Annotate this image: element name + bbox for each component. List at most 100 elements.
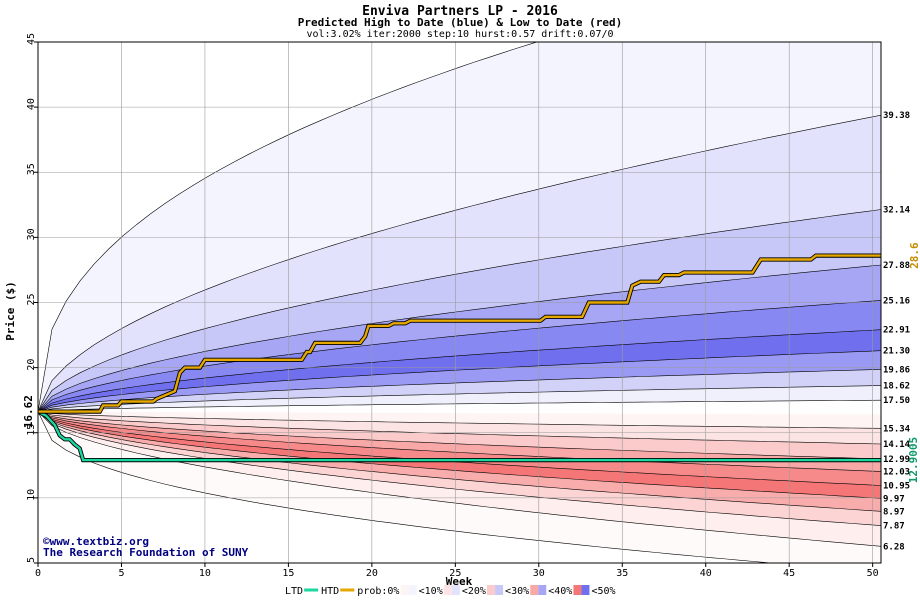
legend: LTD HTD prob:0% <10% <20% <30% <40% <50%	[285, 585, 616, 597]
band-boundary-12	[38, 411, 881, 460]
y-tick-label-45: 45	[26, 33, 37, 45]
x-tick-label-5: 5	[118, 568, 124, 579]
band-lower-1	[38, 411, 881, 444]
ltd-line	[38, 410, 881, 462]
band-boundary-13	[38, 411, 881, 472]
legend-swatch-blue-4	[581, 585, 590, 595]
band-lower-0	[38, 411, 881, 429]
y-tick-label-30: 30	[26, 228, 37, 240]
watermark-line2: The Research Foundation of SUNY	[43, 546, 249, 559]
band-end-label-17: 6.28	[883, 542, 905, 552]
band-lower-outer	[38, 411, 881, 563]
x-tick-label-20: 20	[366, 568, 378, 579]
legend-swatch-red-2	[487, 585, 496, 595]
band-boundary-1	[38, 114, 881, 412]
band-end-label-10: 14.14	[883, 440, 911, 450]
band-end-label-2: 27.88	[883, 261, 910, 271]
x-tick-label-50: 50	[867, 568, 879, 579]
band-upper-6	[38, 350, 881, 412]
x-tick-label-0: 0	[35, 568, 41, 579]
legend-ltd-label: LTD	[285, 586, 303, 597]
band-boundary-19	[38, 411, 775, 563]
band-upper-2	[38, 209, 881, 412]
y-tick-label-5: 5	[26, 557, 37, 563]
band-lower-6	[38, 411, 881, 512]
legend-htd-label: HTD	[321, 586, 339, 597]
band-boundary-3	[38, 264, 881, 412]
chart-subtitle: Predicted High to Date (blue) & Low to D…	[298, 16, 623, 29]
y-tick-label-15: 15	[26, 424, 37, 436]
band-boundary-15	[38, 411, 881, 499]
band-boundary-0	[38, 42, 538, 412]
band-upper-7	[38, 369, 881, 412]
band-upper-3	[38, 265, 881, 412]
band-end-label-3: 25.16	[883, 296, 910, 306]
band-end-label-4: 22.91	[883, 326, 910, 336]
band-end-label-13: 10.95	[883, 482, 910, 492]
y-tick-label-20: 20	[26, 359, 37, 371]
legend-swatch-blue-2	[495, 585, 504, 595]
x-tick-label-25: 25	[449, 568, 461, 579]
band-lower-7	[38, 411, 881, 526]
y-tick-label-10: 10	[26, 489, 37, 501]
band-end-label-0: 39.38	[883, 111, 910, 121]
band-boundary-10	[38, 411, 881, 429]
watermark-line1: ©www.textbiz.org	[43, 535, 149, 548]
band-boundary-2	[38, 209, 881, 412]
y-tick-label-25: 25	[26, 293, 37, 305]
band-lower-5	[38, 411, 881, 499]
band-boundary-8	[38, 385, 881, 412]
band-upper-1	[38, 115, 881, 412]
band-boundary-7	[38, 369, 881, 412]
band-end-label-12: 12.03	[883, 467, 910, 477]
band-end-label-16: 7.87	[883, 522, 905, 532]
band-boundary-17	[38, 411, 881, 526]
grid-lines	[38, 42, 881, 563]
legend-item-label-1: <20%	[462, 586, 486, 597]
y-tick-label-40: 40	[26, 98, 37, 110]
x-tick-label-35: 35	[616, 568, 628, 579]
band-median	[38, 400, 881, 415]
legend-prob-label: prob:0%	[357, 586, 399, 597]
legend-swatch-red-4	[573, 585, 582, 595]
htd-line	[38, 254, 881, 413]
x-axis-label: Week	[446, 575, 473, 588]
band-end-label-7: 18.62	[883, 382, 910, 392]
band-boundary-11	[38, 411, 881, 445]
band-end-label-11: 12.99	[883, 455, 910, 465]
chart-title: Enviva Partners LP - 2016	[362, 4, 558, 19]
htd-end-label: 28.6	[908, 242, 920, 269]
band-end-label-5: 21.30	[883, 347, 910, 357]
band-end-label-6: 19.86	[883, 365, 910, 375]
band-lower-2	[38, 411, 881, 459]
band-end-label-15: 8.97	[883, 507, 905, 517]
band-end-label-9: 15.34	[883, 424, 911, 434]
y-axis-label: Price ($)	[4, 281, 17, 341]
band-end-label-8: 17.50	[883, 396, 910, 406]
y-tick-label-35: 35	[26, 163, 37, 175]
x-tick-label-45: 45	[783, 568, 795, 579]
legend-item-label-3: <40%	[548, 586, 572, 597]
band-end-label-14: 9.97	[883, 494, 905, 504]
legend-item-label-4: <50%	[591, 586, 615, 597]
band-lower-4	[38, 411, 881, 486]
legend-item-label-2: <30%	[505, 586, 529, 597]
probability-bands	[38, 42, 881, 563]
legend-swatch-red-3	[530, 585, 539, 595]
chart-params: vol:3.02% iter:2000 step:10 hurst:0.57 d…	[306, 29, 613, 40]
band-end-label-1: 32.14	[883, 206, 911, 216]
legend-swatch-blue-0	[408, 585, 417, 595]
band-lower-3	[38, 411, 881, 472]
band-boundary-9	[38, 399, 881, 412]
start-price-label: 16.62	[22, 395, 35, 428]
band-end-labels: 39.38 32.14 27.88 25.16 22.91 21.30 19.86 18.62…	[883, 111, 911, 552]
x-tick-label-40: 40	[700, 568, 712, 579]
band-boundary-6	[38, 350, 881, 412]
x-tick-label-15: 15	[282, 568, 294, 579]
ltd-end-label: 12.9005	[907, 437, 920, 483]
legend-swatch-blue-3	[538, 585, 547, 595]
y-axis-ticks: 5 10 15 20 25 30 35 40 45	[26, 33, 38, 564]
band-upper-0	[38, 42, 881, 412]
band-upper-8	[38, 385, 881, 412]
